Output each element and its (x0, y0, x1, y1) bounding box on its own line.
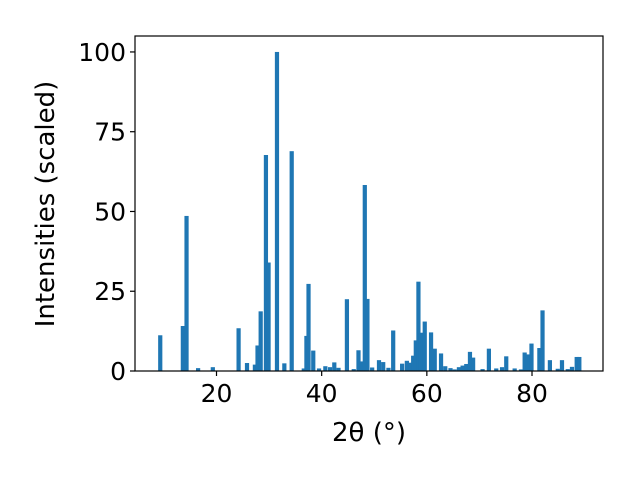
bar (351, 369, 356, 371)
y-axis-label: Intensities (scaled) (31, 81, 61, 328)
bar (456, 367, 462, 371)
bar (365, 298, 370, 371)
bar (356, 350, 361, 371)
bar (400, 363, 405, 371)
x-tick-label: 20 (201, 379, 233, 408)
bar (452, 369, 457, 371)
bar (418, 332, 424, 371)
bar (362, 185, 367, 371)
bar (263, 155, 269, 371)
bar (184, 215, 189, 371)
bar (381, 362, 386, 371)
bar (565, 369, 570, 371)
bar (499, 367, 505, 371)
bar (266, 262, 271, 371)
bar (537, 348, 542, 371)
bar (432, 348, 437, 371)
bar (486, 348, 491, 371)
bar (244, 363, 250, 371)
bar (448, 368, 453, 371)
bar (236, 328, 241, 371)
bar (282, 363, 287, 371)
bar (443, 366, 448, 371)
bar (525, 354, 530, 371)
bar (336, 367, 341, 371)
bar (460, 365, 465, 371)
bar (274, 51, 280, 371)
bar (577, 356, 582, 371)
bar (386, 367, 391, 371)
bar (494, 368, 499, 371)
bar (196, 368, 201, 371)
bar (555, 368, 560, 371)
x-tick-label: 60 (411, 379, 443, 408)
y-tick-label: 50 (94, 197, 126, 226)
bar (559, 360, 565, 371)
bar (422, 321, 427, 371)
bar (316, 368, 322, 371)
bar (574, 356, 579, 371)
x-tick-label: 40 (306, 379, 338, 408)
bar (518, 369, 524, 371)
bar (416, 281, 421, 371)
bar (289, 151, 294, 371)
x-axis-ticks: 20 40 60 80 (201, 371, 548, 408)
bar (413, 340, 418, 371)
bar (376, 360, 382, 371)
y-tick-label: 25 (94, 277, 126, 306)
bar (404, 360, 409, 371)
bar (344, 299, 350, 371)
x-tick-label: 80 (516, 379, 548, 408)
bar (311, 350, 316, 371)
bar (504, 356, 509, 371)
y-tick-label: 0 (110, 357, 126, 386)
bar (323, 366, 328, 371)
x-axis-label: 2θ (°) (332, 418, 406, 448)
bar (540, 310, 545, 371)
y-tick-label: 100 (78, 38, 126, 67)
bar (252, 364, 257, 371)
y-tick-label: 75 (94, 118, 126, 147)
bar (327, 367, 333, 371)
y-axis-ticks: 0 25 50 75 100 (78, 38, 135, 386)
bar (258, 311, 263, 371)
bar-series (158, 51, 582, 371)
bar (408, 362, 413, 371)
bar (569, 366, 575, 371)
bar (467, 351, 473, 371)
bar (359, 361, 364, 371)
bar (438, 353, 444, 371)
bar (512, 368, 517, 371)
bar (522, 352, 527, 371)
bar (529, 343, 534, 371)
bar (411, 355, 416, 371)
bar (306, 283, 311, 371)
bar (332, 362, 337, 371)
bar (210, 367, 215, 371)
bar (428, 332, 434, 371)
bar (158, 335, 163, 371)
bar (391, 330, 396, 371)
bar (547, 360, 552, 371)
bar (471, 357, 476, 371)
bar (464, 363, 469, 371)
bar (301, 368, 306, 371)
bar (480, 369, 485, 371)
bar (370, 367, 375, 371)
plot-frame (134, 35, 604, 372)
bar (255, 345, 260, 371)
bar (180, 326, 185, 371)
